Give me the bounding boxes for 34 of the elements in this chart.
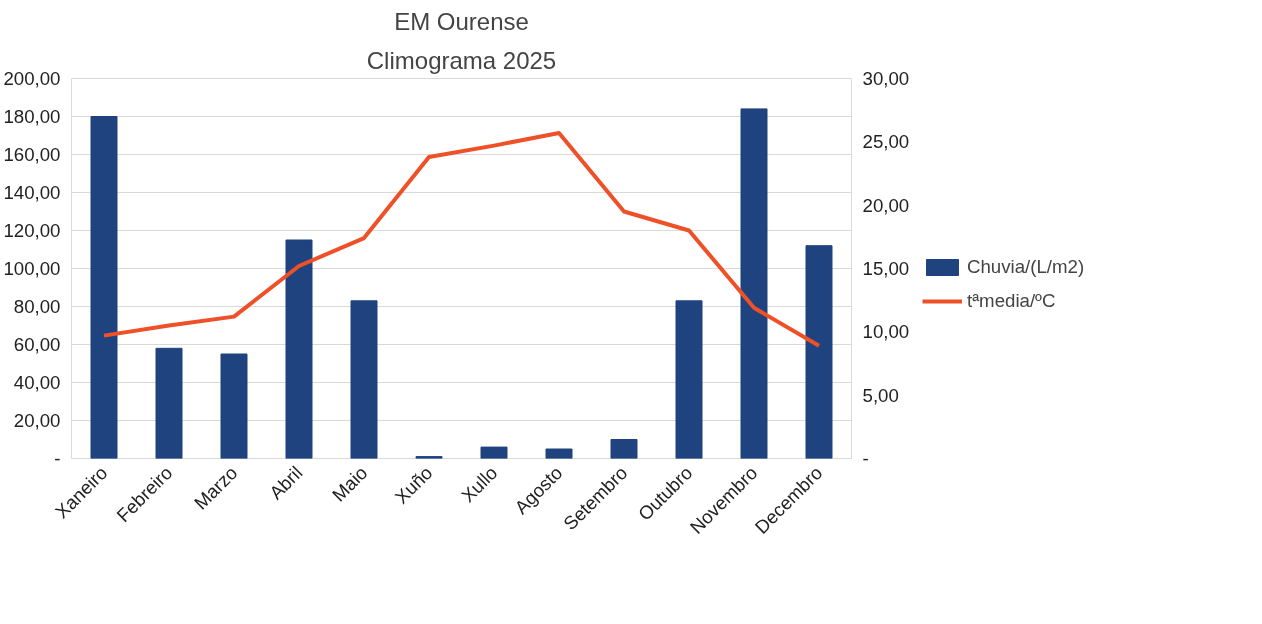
- y-tick-label: 160,00: [3, 144, 61, 165]
- legend-label: tªmedia/ºC: [967, 290, 1056, 312]
- y-tick-label: 120,00: [3, 220, 61, 241]
- bar: [805, 245, 833, 459]
- y2-tick-label: 30,00: [862, 68, 910, 89]
- bar: [90, 116, 118, 459]
- bar: [350, 300, 378, 459]
- bar: [285, 239, 313, 459]
- y2-tick-label: -: [862, 448, 869, 469]
- y-tick-label: 20,00: [13, 410, 61, 431]
- chart-title: EM Ourense: [394, 7, 529, 35]
- bar: [220, 353, 248, 459]
- bar: [155, 347, 183, 459]
- y-tick-label: 40,00: [13, 372, 61, 393]
- y2-tick-label: 20,00: [862, 194, 910, 216]
- bar: [740, 108, 768, 459]
- line-series: [102, 130, 821, 348]
- legend-label: Chuvia/(L/m2): [967, 256, 1085, 278]
- y2-tick-label: 25,00: [862, 131, 910, 153]
- y2-tick-label: 10,00: [862, 321, 910, 343]
- bar: [610, 439, 638, 459]
- y-tick-label: 80,00: [13, 296, 61, 317]
- y-tick-label: 200,00: [3, 68, 61, 89]
- y-tick-label: 100,00: [3, 258, 61, 279]
- y-tick-label: 180,00: [3, 106, 61, 127]
- y-tick-label: -: [54, 448, 61, 469]
- y2-tick-label: 5,00: [862, 384, 899, 406]
- bar: [675, 300, 703, 459]
- chart-subtitle: Climograma 2025: [366, 46, 557, 74]
- y2-tick-label: 15,00: [862, 258, 910, 279]
- bar: [480, 446, 508, 459]
- y-tick-label: 140,00: [3, 182, 61, 203]
- bar: [545, 448, 573, 459]
- y-tick-label: 60,00: [13, 334, 61, 355]
